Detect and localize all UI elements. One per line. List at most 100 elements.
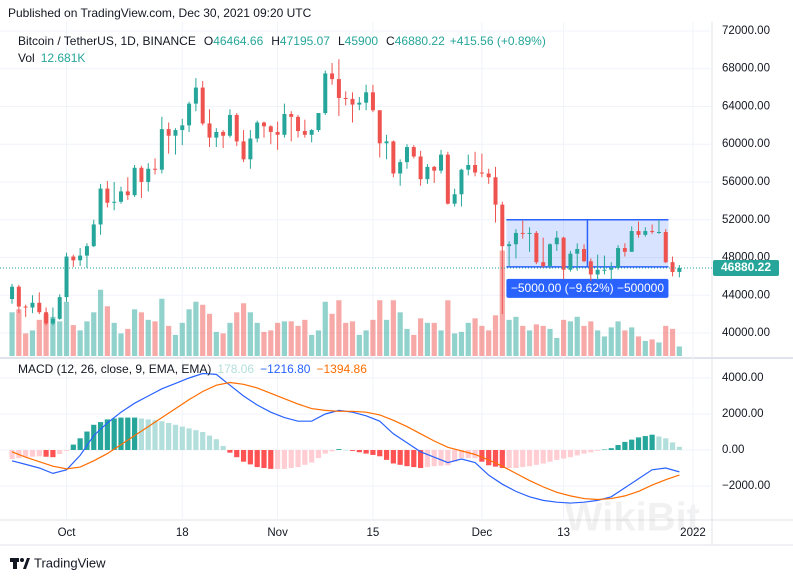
histogram-bar [200,431,206,450]
histogram-bar [458,449,465,459]
volume-bar [349,321,356,356]
histogram-bar [520,449,526,468]
histogram-bar [492,449,499,467]
y-tick-label: 4000.00 [722,372,764,384]
histogram-bar [411,449,417,468]
histogram-bar [608,448,614,450]
histogram-bar [622,441,628,450]
volume-bar [656,342,662,356]
candle-body [112,201,117,203]
volume-bar [97,289,104,356]
volume-bar [431,322,437,356]
volume-bar [84,321,90,356]
histogram-bar [669,442,676,450]
candle-body [64,256,69,298]
candle-body [609,267,614,270]
volume-bar [152,321,158,356]
histogram-bar [540,449,546,464]
histogram-bar [138,418,145,450]
volume-bar [635,336,642,356]
volume-bar [404,328,410,356]
candle-body [507,244,512,247]
volume-bar [322,301,328,356]
histogram-bar [656,436,662,450]
candle-body [289,114,294,117]
last-price-label: 46880.22 [721,260,771,274]
candle-body [568,253,573,270]
y-tick-label: 52000.00 [722,214,770,226]
histogram-bar [349,449,356,451]
change-label: +415.56 (+0.89%) [450,34,546,48]
volume-bar [70,325,76,356]
candle-body [309,130,314,135]
candle-body [595,269,600,275]
volume-bar [159,298,165,356]
volume-bar [370,319,376,356]
histogram-bar [390,449,396,464]
volume-bar [193,301,199,356]
last-price-box [713,260,779,277]
histogram-bar [554,449,560,460]
candle-body [520,232,525,234]
histogram-bar [486,449,492,466]
range-label-box [506,278,669,298]
histogram-bar [111,418,117,450]
candle-body [452,194,457,204]
y-tick-label: 72000.00 [722,25,770,37]
candle-body [214,131,219,138]
candle-body [493,177,498,205]
y-tick-label: −2000.00 [722,480,770,492]
volume-bar [560,319,567,356]
volume-bar [554,337,560,356]
candle-body [125,191,130,196]
histogram-bar [588,449,594,453]
candle-body [350,98,355,105]
volume-bar [363,330,369,356]
histogram-bar [383,449,390,460]
histogram-bar [663,438,669,450]
volume-bar [132,309,138,356]
histogram-bar [649,434,655,450]
macd-legend: MACD (12, 26, close, 9, EMA, EMA) 178.06−… [18,362,367,376]
histogram-bar [179,426,185,450]
volume-bar [445,300,451,356]
macd-line [11,381,680,501]
candle-body [57,297,62,319]
candle-body [411,147,416,157]
volume-bar [261,331,267,356]
volume-bar [642,340,648,356]
volume-value: 12.681K [41,51,86,65]
volume-bar [281,321,288,356]
histogram-bar [104,419,110,450]
y-tick-label: 0.00 [722,444,744,456]
candle-body [241,141,246,160]
candle-body [602,269,607,271]
volume-bar [567,321,574,356]
volume-bar [57,321,63,356]
candle-body [44,312,49,324]
candle-body [473,164,478,173]
volume-bar [166,325,172,356]
histogram-bar [642,436,648,450]
x-tick-label: 15 [367,527,380,539]
histogram-bar [193,430,199,450]
volume-bar [411,334,417,356]
histogram-bar [288,449,294,468]
logo-part [20,558,24,562]
histogram-bar [43,449,49,457]
histogram-bar [261,449,267,468]
candle-body [302,131,307,135]
histogram-bar [424,449,431,468]
histogram-bar [220,445,226,450]
histogram-bar [29,449,36,457]
candle-body [500,204,505,247]
candle-body [187,103,192,126]
histogram-bar [418,449,424,468]
histogram-bar [595,449,601,451]
publish-note: Published on TradingView.com, Dec 30, 20… [8,6,312,20]
candle-body [200,87,205,124]
y-tick-label: 60000.00 [722,138,770,150]
y-tick-label: 68000.00 [722,63,770,75]
histogram-bar [329,449,335,452]
x-tick-label: 18 [176,527,189,539]
